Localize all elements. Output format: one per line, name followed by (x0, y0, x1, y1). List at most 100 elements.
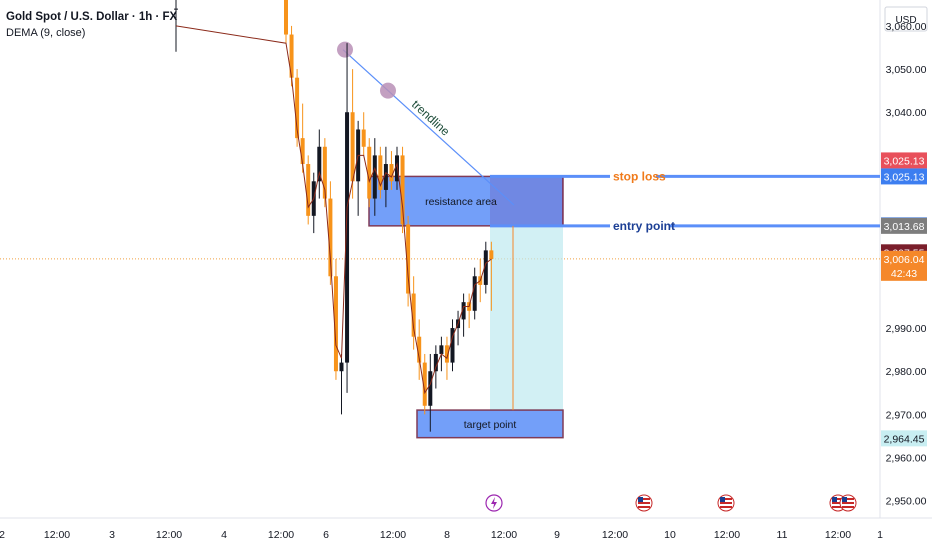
indicator-label[interactable]: DEMA (9, close) (6, 27, 86, 39)
candle (284, 0, 288, 44)
currency-box (884, 6, 928, 32)
candle-body (483, 250, 488, 285)
dema-line (175, 25, 492, 395)
candle-body (306, 164, 311, 216)
price-axis-label-text: 2,964.45 (884, 433, 925, 445)
candle-body (300, 138, 305, 165)
price-axis-label-text: 3,013.68 (884, 221, 925, 233)
us-flag-canton (720, 497, 725, 502)
candle (378, 146, 383, 199)
stop-loss-label-bg (610, 168, 656, 183)
candle-body (400, 155, 405, 225)
candle (461, 293, 466, 337)
x-tick-label: 12:00 (602, 529, 628, 541)
us-flag-stripe (720, 498, 732, 500)
us-flag-stripe (842, 498, 854, 500)
candle-body (450, 328, 455, 363)
us-flag-stripe (638, 498, 650, 500)
lightning-icon-glyph (491, 497, 497, 509)
us-flag-stripe (638, 502, 650, 504)
candle (350, 69, 355, 199)
candle-body (350, 112, 355, 182)
x-tick-label: 11 (777, 529, 788, 541)
candle (361, 112, 366, 156)
candle (328, 181, 333, 285)
candle-body (444, 345, 449, 363)
entry-label-bg (610, 217, 670, 232)
candle-body (461, 302, 466, 320)
us-flag-stripe (832, 498, 844, 500)
trendline-label: trendline (409, 97, 453, 139)
us-flag-stripe (832, 506, 844, 508)
us-flag-canton (638, 497, 643, 502)
us-flag-stripe (842, 506, 854, 508)
candle-body (295, 77, 300, 139)
target-zone (416, 409, 564, 439)
candle-body (389, 164, 394, 182)
price-axis-label-bg (881, 264, 927, 281)
x-tick-label: 9 (554, 529, 560, 541)
candle (406, 215, 411, 307)
candle-body (367, 146, 372, 199)
candle-body (406, 224, 411, 294)
candle (295, 69, 300, 147)
us-flag-stripe (842, 502, 854, 504)
event-icons (485, 494, 857, 512)
y-tick-label: 2,950.00 (886, 496, 927, 508)
price-axis-label-text: 3,025.13 (884, 155, 925, 167)
candle-body (174, 8, 178, 10)
us-flag-stripe (720, 506, 732, 508)
candle (400, 146, 405, 234)
candle (306, 155, 311, 225)
price-axis-label: 3,006.04 (881, 250, 927, 267)
candle (467, 293, 472, 329)
candle-body (328, 198, 333, 277)
x-tick-label: 8 (444, 529, 450, 541)
price-axis-label-bg (881, 217, 927, 234)
candle (417, 319, 422, 380)
candle-body (472, 276, 477, 311)
price-axis-label-text: 42:43 (891, 268, 917, 280)
us-flag-canton (842, 497, 847, 502)
price-axis-label-text: 3,025.13 (884, 171, 925, 183)
candle-body (422, 362, 427, 406)
x-tick-label: 12:00 (825, 529, 851, 541)
candle (322, 138, 327, 208)
price-axis-label-bg (881, 250, 927, 267)
target-profit-zone (490, 225, 563, 411)
price-axis-label: 2,964.45 (881, 430, 927, 447)
x-tick-label: 12:00 (714, 529, 740, 541)
candle-body (378, 155, 383, 190)
candle-body (383, 164, 388, 190)
candle-body (317, 146, 322, 182)
candle-body (411, 293, 416, 337)
y-tick-label: 2,990.00 (886, 323, 927, 335)
stop-loss-label: stop loss (613, 169, 666, 183)
x-tick-label: 12:00 (380, 529, 406, 541)
y-tick-label: 2,970.00 (886, 409, 927, 421)
candle-body (395, 155, 399, 182)
symbol-title[interactable]: Gold Spot / U.S. Dollar · 1h · FX (6, 11, 178, 23)
us-flag-stripe (638, 506, 650, 508)
candle (483, 241, 488, 294)
swing-high-marker (380, 82, 396, 99)
candle (472, 267, 477, 320)
y-tick-label: 3,040.00 (886, 107, 927, 119)
price-axis-label: 3,025.13 (881, 168, 927, 185)
y-tick-label: 3,050.00 (886, 64, 927, 76)
candle (356, 120, 361, 216)
candle (367, 138, 372, 208)
swing-high-marker (337, 41, 353, 58)
x-tick-label: 2 (0, 529, 5, 541)
x-tick-label: 1 (877, 529, 883, 541)
y-tick-label: 2,980.00 (886, 366, 927, 378)
candle (383, 146, 388, 208)
candle (311, 172, 316, 234)
us-flag-stripe (720, 502, 732, 504)
candle (428, 353, 433, 432)
candle-body (439, 345, 444, 354)
candle-body (322, 146, 327, 199)
y-tick-label: 2,960.00 (886, 453, 927, 465)
